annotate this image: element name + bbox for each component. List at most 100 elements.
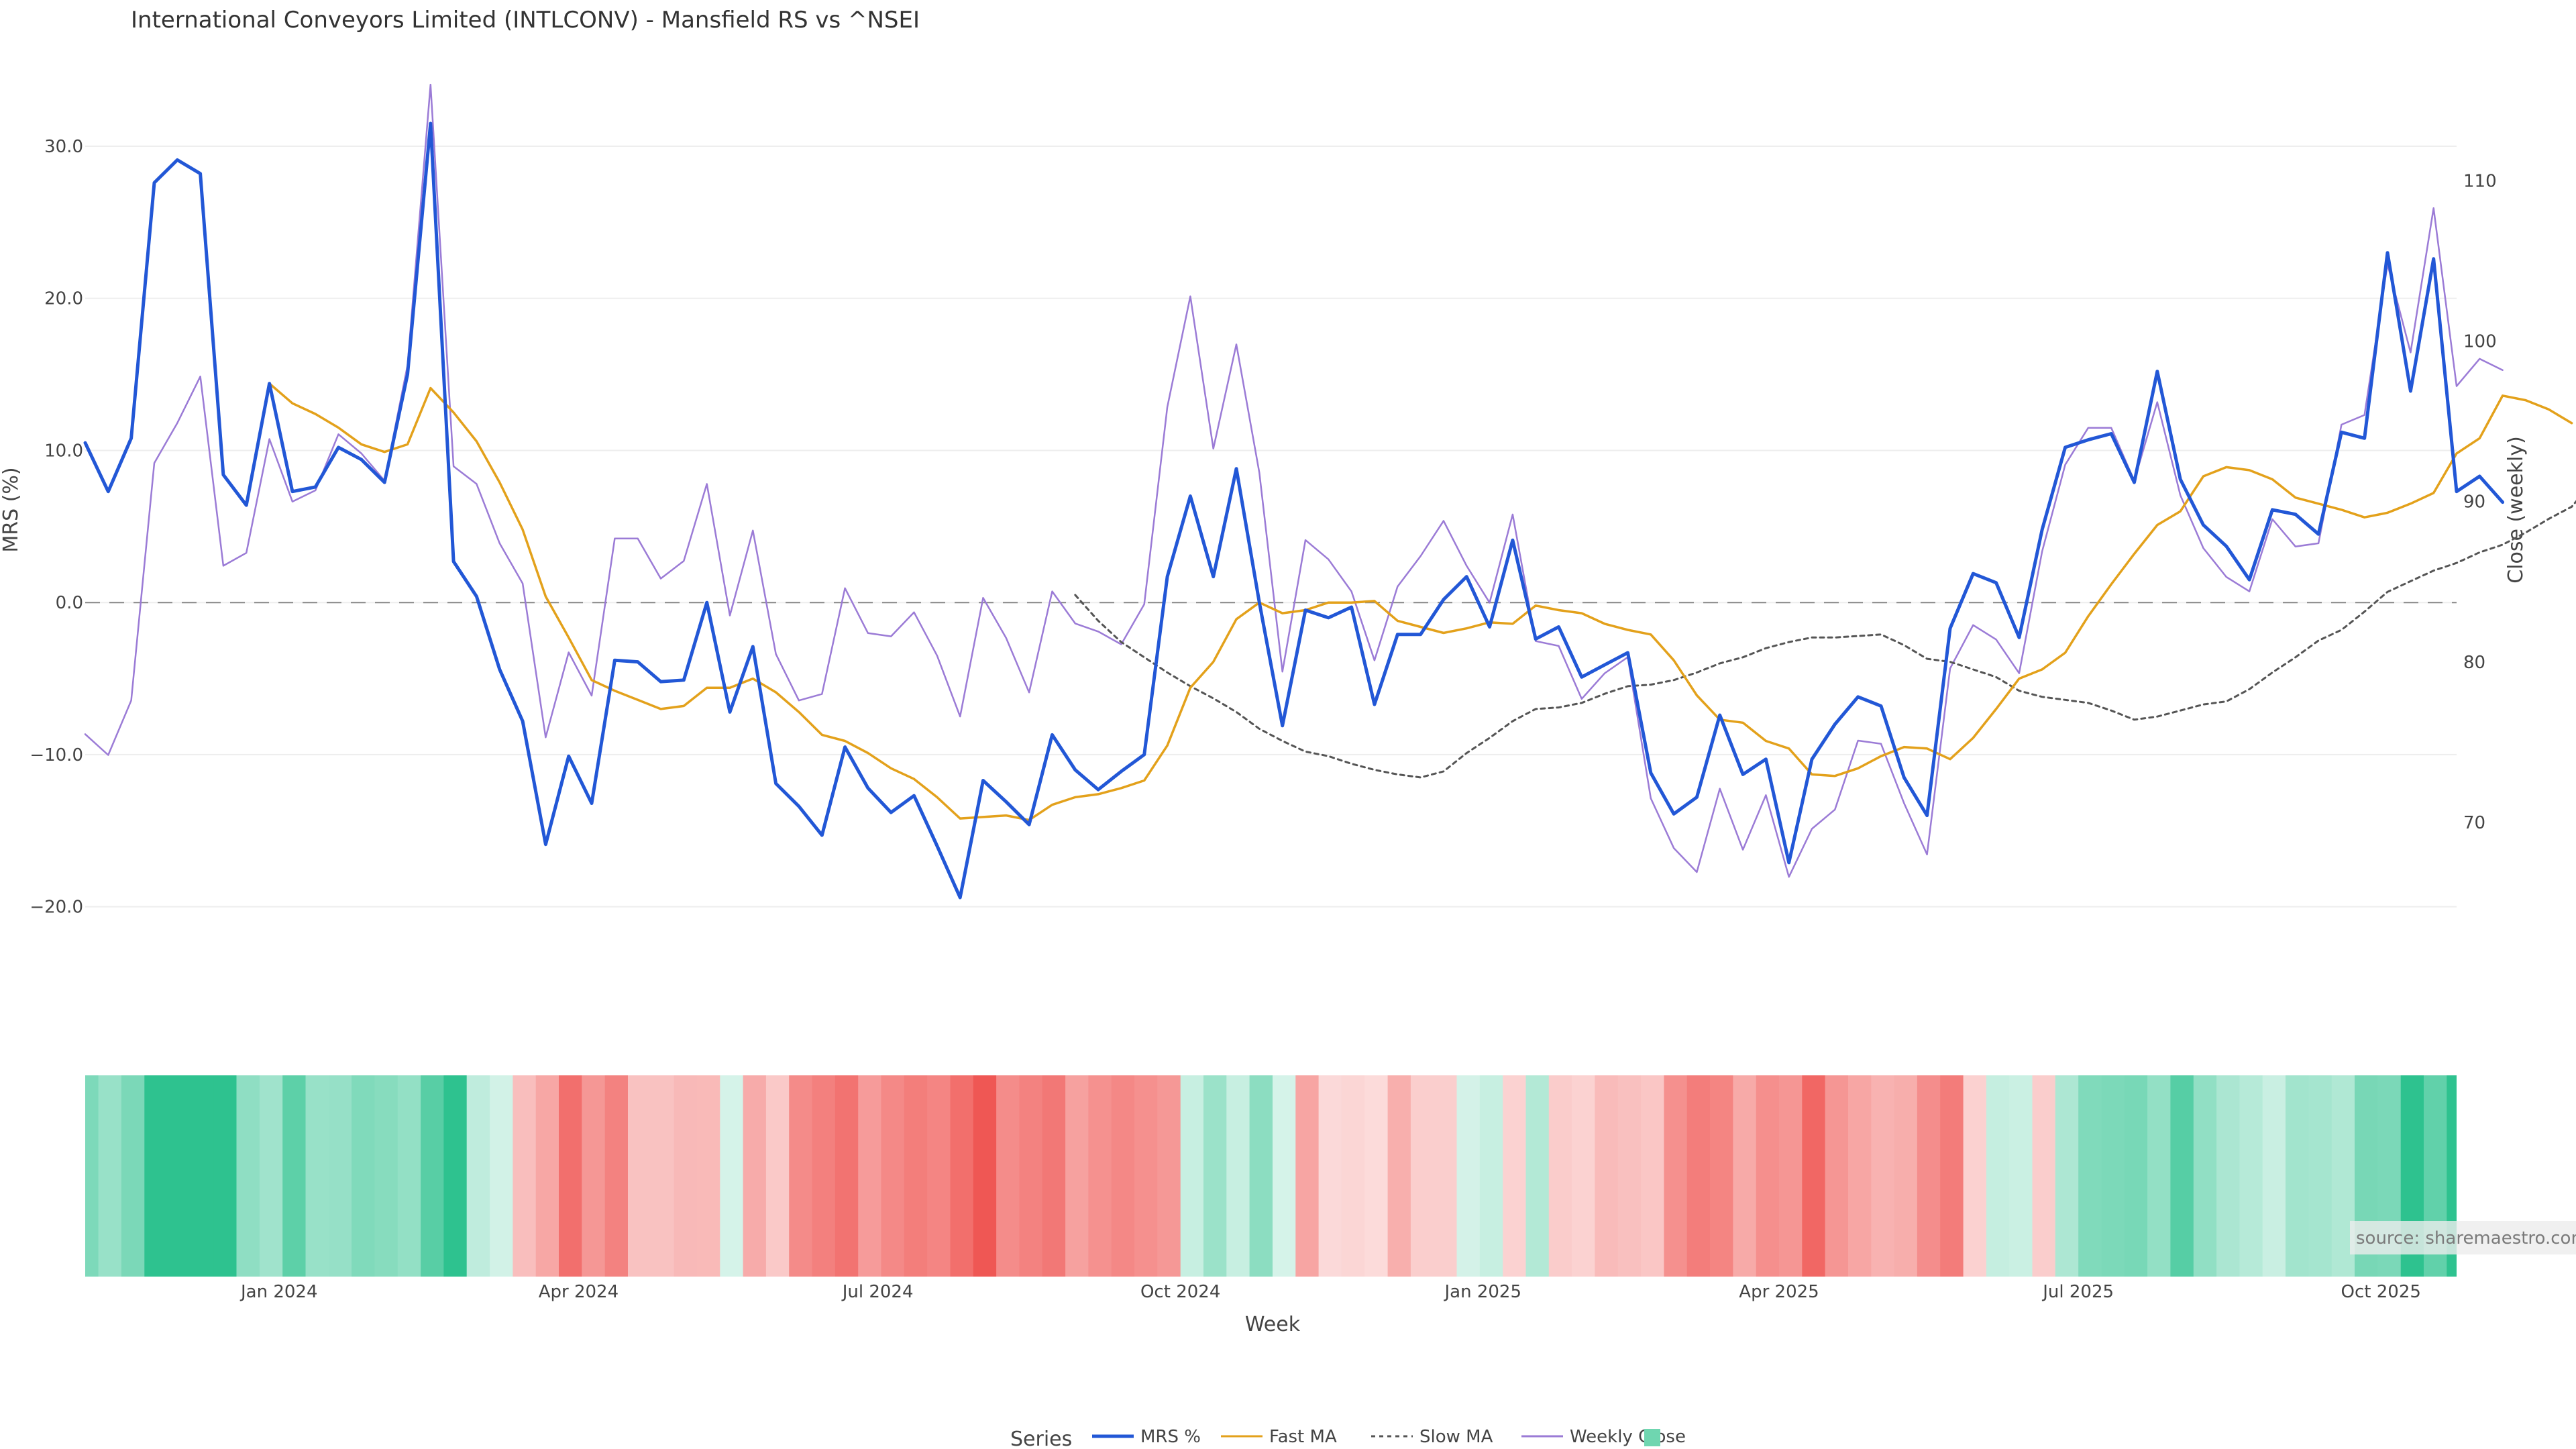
heatmap-cell <box>1203 1075 1227 1277</box>
heatmap-cell <box>1940 1075 1964 1277</box>
heatmap-cell <box>674 1075 698 1277</box>
heatmap-cell <box>2308 1075 2332 1277</box>
heatmap-cell <box>1986 1075 2010 1277</box>
heatmap-cell <box>1157 1075 1181 1277</box>
heatmap-cell <box>1088 1075 1112 1277</box>
heatmap-cell <box>167 1075 191 1277</box>
x-tick-label: Oct 2024 <box>1140 1282 1220 1302</box>
heatmap-cell <box>1273 1075 1296 1277</box>
right-axis-title: Close (weekly) <box>2504 436 2528 584</box>
right-tick-label: 70 <box>2463 813 2485 833</box>
left-axis-ticks: 30.0 20.0 10.0 0.0 −10.0 −20.0 <box>30 137 83 918</box>
heatmap-cell <box>1456 1075 1481 1277</box>
heatmap-cell <box>282 1075 307 1277</box>
heatmap-cell <box>1917 1075 1941 1277</box>
heatmap-cell <box>1871 1075 1895 1277</box>
heatmap-cell <box>1548 1075 1572 1277</box>
heatmap-cell <box>328 1075 352 1277</box>
legend-label-slow-ma: Slow MA <box>1419 1427 1493 1447</box>
heatmap-cell <box>513 1075 537 1277</box>
legend-swatch-heatmap <box>1644 1429 1660 1446</box>
heatmap-cell <box>2009 1075 2033 1277</box>
heatmap-cell <box>1042 1075 1066 1277</box>
heatmap-cell <box>858 1075 882 1277</box>
heatmap-cell <box>490 1075 513 1277</box>
heatmap-cell <box>2055 1075 2079 1277</box>
heatmap-cell <box>2078 1075 2102 1277</box>
x-tick-label: Jul 2024 <box>841 1282 914 1302</box>
heatmap-cell <box>1318 1075 1342 1277</box>
x-tick-label: Oct 2025 <box>2341 1282 2421 1302</box>
heatmap-cell <box>2032 1075 2056 1277</box>
heatmap-cell <box>1019 1075 1043 1277</box>
heatmap-cell <box>2101 1075 2125 1277</box>
heatmap-cell <box>1595 1075 1619 1277</box>
legend-title: Series <box>1010 1428 1072 1449</box>
chart-title: International Conveyors Limited (INTLCON… <box>131 7 920 34</box>
series-line-slow-ma <box>1074 500 2576 779</box>
heatmap-cell <box>1387 1075 1411 1277</box>
legend-label-mrs: MRS % <box>1140 1427 1201 1447</box>
heatmap-cell <box>1364 1075 1389 1277</box>
heatmap-cell <box>559 1075 582 1277</box>
heatmap-cell <box>2286 1075 2309 1277</box>
heatmap-cell <box>1410 1075 1434 1277</box>
heatmap-cell <box>927 1075 951 1277</box>
x-tick-label: Jan 2024 <box>239 1282 318 1302</box>
x-tick-label: Apr 2024 <box>539 1282 619 1302</box>
heatmap-cell <box>789 1075 813 1277</box>
heatmap-cell <box>835 1075 859 1277</box>
heatmap-cell <box>421 1075 444 1277</box>
heatmap-cell <box>1503 1075 1527 1277</box>
right-tick-label: 110 <box>2463 172 2497 192</box>
heatmap-cell <box>881 1075 905 1277</box>
right-axis-ticks: 110 100 90 80 70 <box>2463 172 2497 833</box>
heatmap-cell <box>259 1075 283 1277</box>
heatmap-cell <box>1572 1075 1595 1277</box>
heatmap-cell <box>628 1075 651 1277</box>
heatmap-cell <box>1434 1075 1458 1277</box>
heatmap-cell <box>374 1075 398 1277</box>
x-axis-title: Week <box>1245 1313 1301 1336</box>
heatmap-cell <box>812 1075 836 1277</box>
heatmap-cell <box>582 1075 606 1277</box>
heatmap-cell <box>144 1075 168 1277</box>
heatmap-cell <box>1710 1075 1733 1277</box>
heatmap-cell <box>651 1075 675 1277</box>
heatmap-cell <box>1180 1075 1204 1277</box>
heatmap-cell <box>604 1075 629 1277</box>
right-tick-label: 90 <box>2463 492 2485 513</box>
x-tick-label: Jan 2025 <box>1443 1282 1521 1302</box>
heatmap-cell <box>2124 1075 2148 1277</box>
heatmap-cell <box>743 1075 767 1277</box>
heatmap-cell <box>1525 1075 1550 1277</box>
heatmap-cell <box>466 1075 490 1277</box>
heatmap-cell <box>2262 1075 2286 1277</box>
heatmap-cell <box>1963 1075 1987 1277</box>
heatmap-cell <box>397 1075 421 1277</box>
x-tick-label: Jul 2025 <box>2041 1282 2114 1302</box>
heatmap-cell <box>305 1075 329 1277</box>
heatmap-cell <box>236 1075 260 1277</box>
left-tick-label: 0.0 <box>56 593 83 613</box>
left-tick-label: −10.0 <box>30 745 83 765</box>
heatmap-cell <box>1848 1075 1872 1277</box>
heatmap-cell <box>696 1075 720 1277</box>
heatmap-cell <box>535 1075 559 1277</box>
series-layer <box>83 83 2576 900</box>
heatmap-cell <box>996 1075 1020 1277</box>
source-label: source: sharemaestro.com <box>2350 1221 2576 1254</box>
legend-label-weekly-close: Weekly Close <box>1570 1427 1686 1447</box>
heatmap-cell <box>1617 1075 1642 1277</box>
heatmap-cell <box>1641 1075 1664 1277</box>
series-line-fast-ma <box>268 382 2573 822</box>
heatmap-cell <box>1756 1075 1780 1277</box>
heatmap-cell <box>1111 1075 1135 1277</box>
left-axis-title: MRS (%) <box>0 467 23 552</box>
heatmap-cell <box>765 1075 790 1277</box>
heatmap-cell <box>443 1075 468 1277</box>
heatmap-cell <box>950 1075 974 1277</box>
heatmap-cell <box>1825 1075 1849 1277</box>
heatmap-cell <box>2239 1075 2263 1277</box>
